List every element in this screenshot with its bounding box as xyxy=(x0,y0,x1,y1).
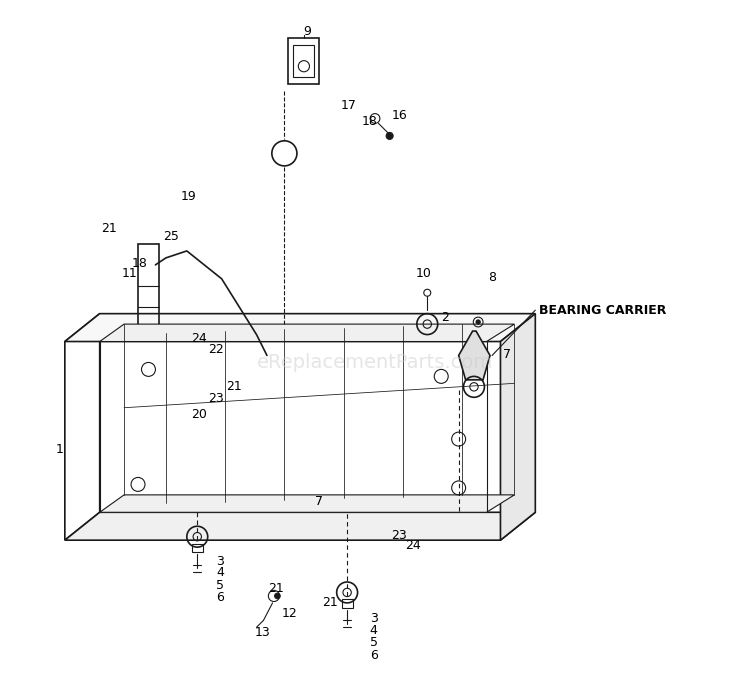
Circle shape xyxy=(274,593,280,599)
Text: 6: 6 xyxy=(216,591,224,604)
Bar xyxy=(292,45,314,77)
Circle shape xyxy=(386,132,393,139)
Text: 18: 18 xyxy=(131,257,147,270)
Polygon shape xyxy=(64,314,536,342)
Bar xyxy=(341,599,352,608)
Polygon shape xyxy=(500,314,536,540)
Text: 25: 25 xyxy=(164,231,179,243)
Bar xyxy=(192,544,202,552)
Text: 22: 22 xyxy=(209,344,224,356)
Text: 21: 21 xyxy=(226,381,242,393)
Text: 21: 21 xyxy=(268,583,284,595)
Text: 24: 24 xyxy=(406,539,422,551)
Circle shape xyxy=(476,320,480,324)
Text: 16: 16 xyxy=(392,109,407,121)
Text: 12: 12 xyxy=(282,607,298,620)
Text: 20: 20 xyxy=(191,408,207,421)
Text: 4: 4 xyxy=(216,567,224,579)
Polygon shape xyxy=(64,512,536,540)
Text: 24: 24 xyxy=(191,332,207,344)
Text: 19: 19 xyxy=(180,190,196,203)
Polygon shape xyxy=(64,314,100,540)
Text: 2: 2 xyxy=(441,311,448,323)
Text: 7: 7 xyxy=(503,348,512,360)
Text: 21: 21 xyxy=(100,222,116,235)
Polygon shape xyxy=(100,495,514,512)
Text: 10: 10 xyxy=(416,267,432,279)
Text: 4: 4 xyxy=(370,625,377,637)
Text: eReplacementParts.com: eReplacementParts.com xyxy=(256,353,494,372)
Text: 5: 5 xyxy=(216,579,224,592)
Text: 13: 13 xyxy=(254,627,270,639)
Text: 5: 5 xyxy=(370,636,377,649)
Text: 23: 23 xyxy=(392,529,407,542)
Text: 9: 9 xyxy=(303,25,310,38)
Text: 3: 3 xyxy=(216,555,224,567)
Text: 7: 7 xyxy=(315,496,323,508)
Text: 1: 1 xyxy=(56,443,64,456)
Text: 17: 17 xyxy=(340,100,356,112)
Text: 11: 11 xyxy=(122,267,137,279)
Polygon shape xyxy=(459,331,490,380)
Text: 23: 23 xyxy=(209,392,224,405)
Text: 8: 8 xyxy=(488,271,496,284)
Bar xyxy=(138,244,159,328)
Text: 3: 3 xyxy=(370,613,377,625)
Text: 18: 18 xyxy=(362,116,377,128)
Text: BEARING CARRIER: BEARING CARRIER xyxy=(538,304,666,316)
Text: 21: 21 xyxy=(322,597,338,609)
Polygon shape xyxy=(100,324,514,342)
Text: 6: 6 xyxy=(370,649,377,661)
Bar xyxy=(288,38,320,84)
